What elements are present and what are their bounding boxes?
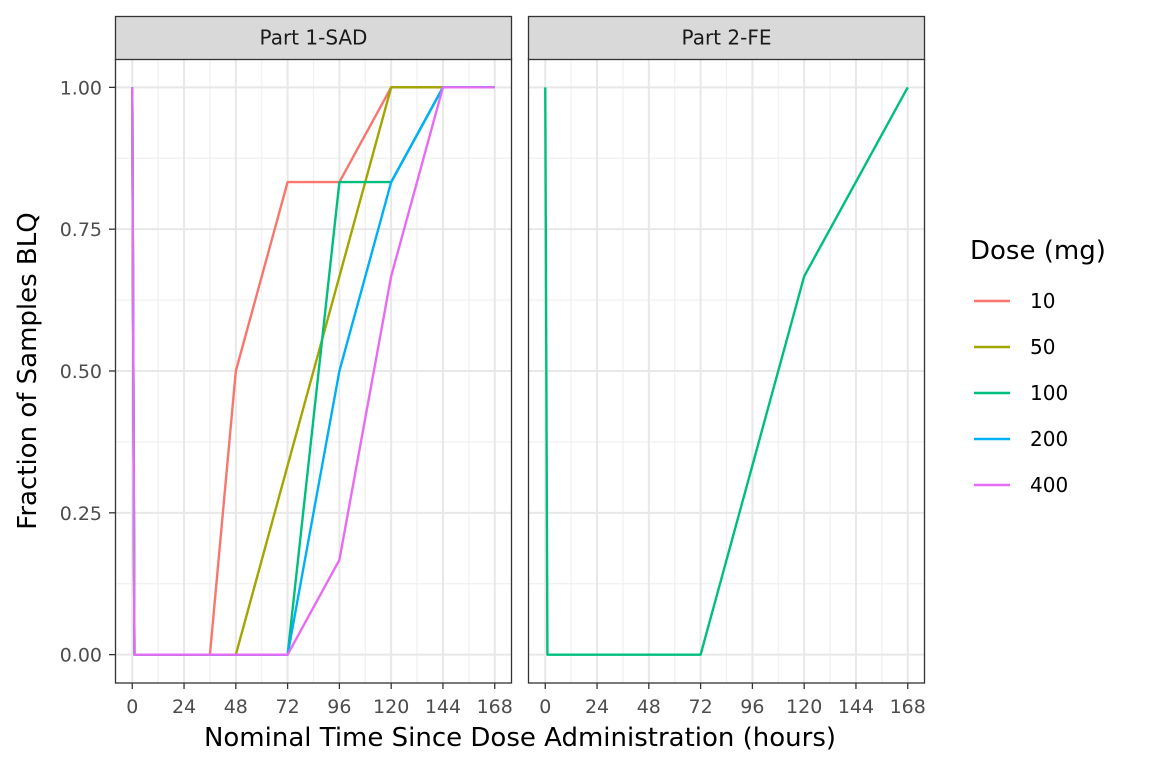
y-tick-label: 0.00	[60, 645, 102, 667]
facet-strip-label: Part 2-FE	[682, 26, 772, 50]
legend-title: Dose (mg)	[970, 236, 1106, 266]
x-tick-label: 48	[637, 696, 661, 718]
x-tick-label: 48	[224, 696, 248, 718]
x-tick-label: 0	[539, 696, 551, 718]
y-axis-title: Fraction of Samples BLQ	[13, 212, 43, 529]
y-tick-label: 0.25	[60, 503, 102, 525]
x-tick-label: 96	[327, 696, 351, 718]
y-tick-label: 0.75	[60, 219, 102, 241]
x-tick-label: 72	[276, 696, 300, 718]
y-tick-label: 1.00	[60, 77, 102, 99]
legend-label-dose-400: 400	[1030, 473, 1068, 497]
x-tick-label: 120	[373, 696, 409, 718]
facet-strip	[114, 15, 513, 61]
legend-label-dose-10: 10	[1030, 289, 1055, 313]
x-tick-label: 168	[477, 696, 513, 718]
y-tick-label: 0.50	[60, 361, 102, 383]
x-tick-label: 144	[838, 696, 874, 718]
x-tick-label: 0	[126, 696, 138, 718]
series-line-dose-100	[544, 86, 909, 656]
legend-label-dose-200: 200	[1030, 427, 1068, 451]
x-tick-label: 168	[890, 696, 926, 718]
x-tick-label: 24	[172, 696, 196, 718]
legend-label-dose-50: 50	[1030, 335, 1055, 359]
x-tick-label: 120	[786, 696, 822, 718]
facet-strip	[527, 15, 926, 61]
x-axis-title: Nominal Time Since Dose Administration (…	[204, 723, 836, 753]
x-tick-label: 24	[585, 696, 609, 718]
series-line-dose-400	[131, 86, 495, 656]
x-tick-label: 144	[425, 696, 461, 718]
x-tick-label: 96	[740, 696, 764, 718]
x-tick-label: 72	[689, 696, 713, 718]
facet-strip-label: Part 1-SAD	[260, 26, 368, 50]
legend-label-dose-100: 100	[1030, 381, 1068, 405]
